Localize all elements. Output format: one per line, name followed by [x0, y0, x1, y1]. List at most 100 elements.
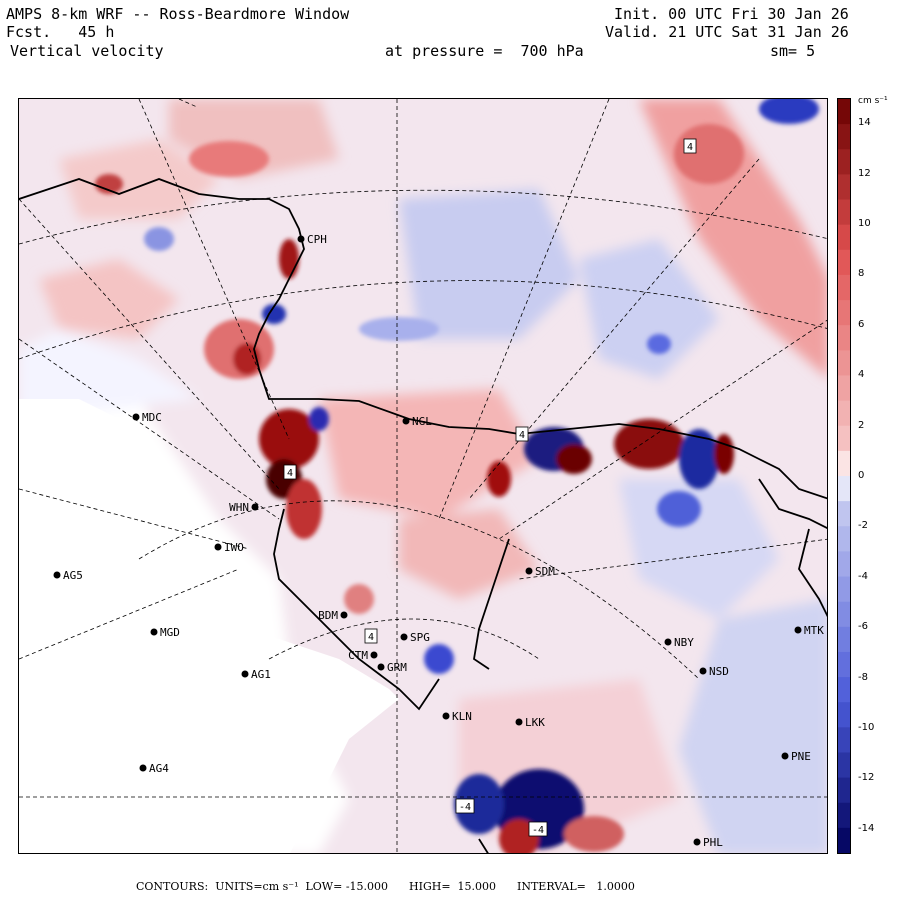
colorbar-segment	[838, 651, 850, 678]
station-dot	[515, 718, 523, 726]
colorbar-tick-label: 2	[858, 419, 865, 431]
station-whn: WHN	[229, 501, 259, 514]
colorbar	[837, 98, 851, 854]
station-iwo: IWO	[214, 541, 244, 554]
forecast-hour: Fcst. 45 h	[6, 23, 115, 41]
station-ag4: AG4	[139, 762, 169, 775]
station-label: CPH	[307, 233, 327, 246]
fine-field	[95, 99, 819, 853]
station-label: GRM	[387, 661, 407, 674]
contour-label: 4	[683, 138, 697, 154]
svg-text:4: 4	[368, 632, 374, 643]
station-label: IWO	[224, 541, 244, 554]
colorbar-tick-label: 4	[858, 369, 865, 381]
station-spg: SPG	[400, 631, 430, 644]
contour-label: -4	[455, 798, 475, 814]
svg-text:4: 4	[687, 142, 693, 153]
station-dot	[132, 413, 140, 421]
map-title: AMPS 8-km WRF -- Ross-Beardmore Window	[6, 5, 350, 23]
station-dot	[377, 663, 385, 671]
colorbar-segment	[838, 124, 850, 150]
colorbar-segment	[838, 350, 850, 376]
station-label: KLN	[452, 710, 472, 723]
station-phl: PHL	[693, 836, 723, 849]
station-ctm: CTM	[348, 649, 378, 662]
colorbar-segment	[838, 199, 850, 226]
contour-label: 4	[283, 464, 297, 480]
ice-shelf-region	[19, 399, 399, 853]
station-label: MDC	[142, 411, 162, 424]
svg-text:4: 4	[519, 430, 525, 441]
svg-text:-4: -4	[532, 825, 544, 836]
colorbar-units: cm s⁻¹	[858, 96, 888, 106]
colorbar-tick-label: -10	[858, 722, 875, 733]
contour-label: 4	[515, 426, 529, 442]
station-label: PHL	[703, 836, 723, 849]
colorbar-segment	[838, 626, 850, 653]
colorbar-tick-label: 0	[858, 470, 865, 481]
colorbar-segment	[838, 300, 850, 326]
colorbar-segment	[838, 274, 850, 301]
station-ngl: NGL	[402, 415, 432, 428]
colorbar-tick-label: -8	[858, 671, 868, 683]
station-dot	[53, 571, 61, 579]
variable-name: Vertical velocity	[10, 42, 164, 60]
station-dot	[442, 712, 450, 720]
colorbar-segment	[838, 249, 850, 276]
colorbar-segment	[838, 425, 850, 452]
station-label: MGD	[160, 626, 180, 639]
colorbar-segment	[838, 827, 850, 854]
station-mtk: MTK	[794, 624, 824, 637]
svg-text:4: 4	[287, 468, 293, 479]
station-sdm: SDM	[525, 565, 555, 578]
colorbar-segment	[838, 777, 850, 804]
contour-label: 4	[364, 628, 378, 644]
station-label: NBY	[674, 636, 694, 649]
colorbar-segment	[838, 677, 850, 703]
pressure-level: at pressure = 700 hPa	[385, 42, 584, 60]
station-label: SDM	[535, 565, 555, 578]
station-dot	[781, 752, 789, 760]
colorbar-segment	[838, 174, 850, 201]
colorbar-segment	[838, 224, 850, 251]
station-label: AG5	[63, 569, 83, 582]
station-label: PNE	[791, 750, 811, 763]
station-label: CTM	[348, 649, 368, 662]
colorbar-segment	[838, 501, 850, 527]
colorbar-segment	[838, 375, 850, 402]
station-grm: GRM	[377, 661, 407, 674]
station-label: MTK	[804, 624, 824, 637]
colorbar-segment	[838, 752, 850, 779]
station-dot	[139, 764, 147, 772]
station-label: SPG	[410, 631, 430, 644]
smoothing-label: sm= 5	[770, 42, 816, 60]
colorbar-tick-label: 12	[858, 167, 871, 179]
colorbar-segment	[838, 476, 850, 502]
colorbar-scale	[838, 99, 850, 854]
colorbar-tick-label: 14	[858, 117, 871, 129]
colorbar-tick-label: 8	[858, 268, 865, 280]
station-dot	[794, 626, 802, 634]
station-dot	[699, 667, 707, 675]
station-markers: MDC NGL WHN IWO AG5 SDM BDM MGD CTM SPG GRM AG1 NBY M…	[53, 233, 824, 849]
station-nsd: NSD	[699, 665, 729, 678]
station-dot	[241, 670, 249, 678]
contour-labels: 4 4 4 4 -4 -4	[283, 138, 697, 837]
colorbar-segment	[838, 601, 850, 628]
station-nby: NBY	[664, 636, 694, 649]
station-dot	[340, 611, 348, 619]
contour-info: CONTOURS: UNITS=cm s⁻¹ LOW= -15.000 HIGH…	[136, 880, 635, 893]
station-pne: PNE	[781, 750, 811, 763]
station-dot	[370, 651, 378, 659]
station-label: AG4	[149, 762, 169, 775]
colorbar-segment	[838, 450, 850, 477]
colorbar-segment	[838, 727, 850, 753]
svg-text:-4: -4	[459, 802, 471, 813]
colorbar-segment	[838, 702, 850, 728]
station-mdc: MDC	[132, 411, 162, 424]
station-label: BDM	[318, 609, 338, 622]
colorbar-segment	[838, 802, 850, 829]
station-dot	[525, 567, 533, 575]
station-dot	[150, 628, 158, 636]
station-dot	[400, 633, 408, 641]
